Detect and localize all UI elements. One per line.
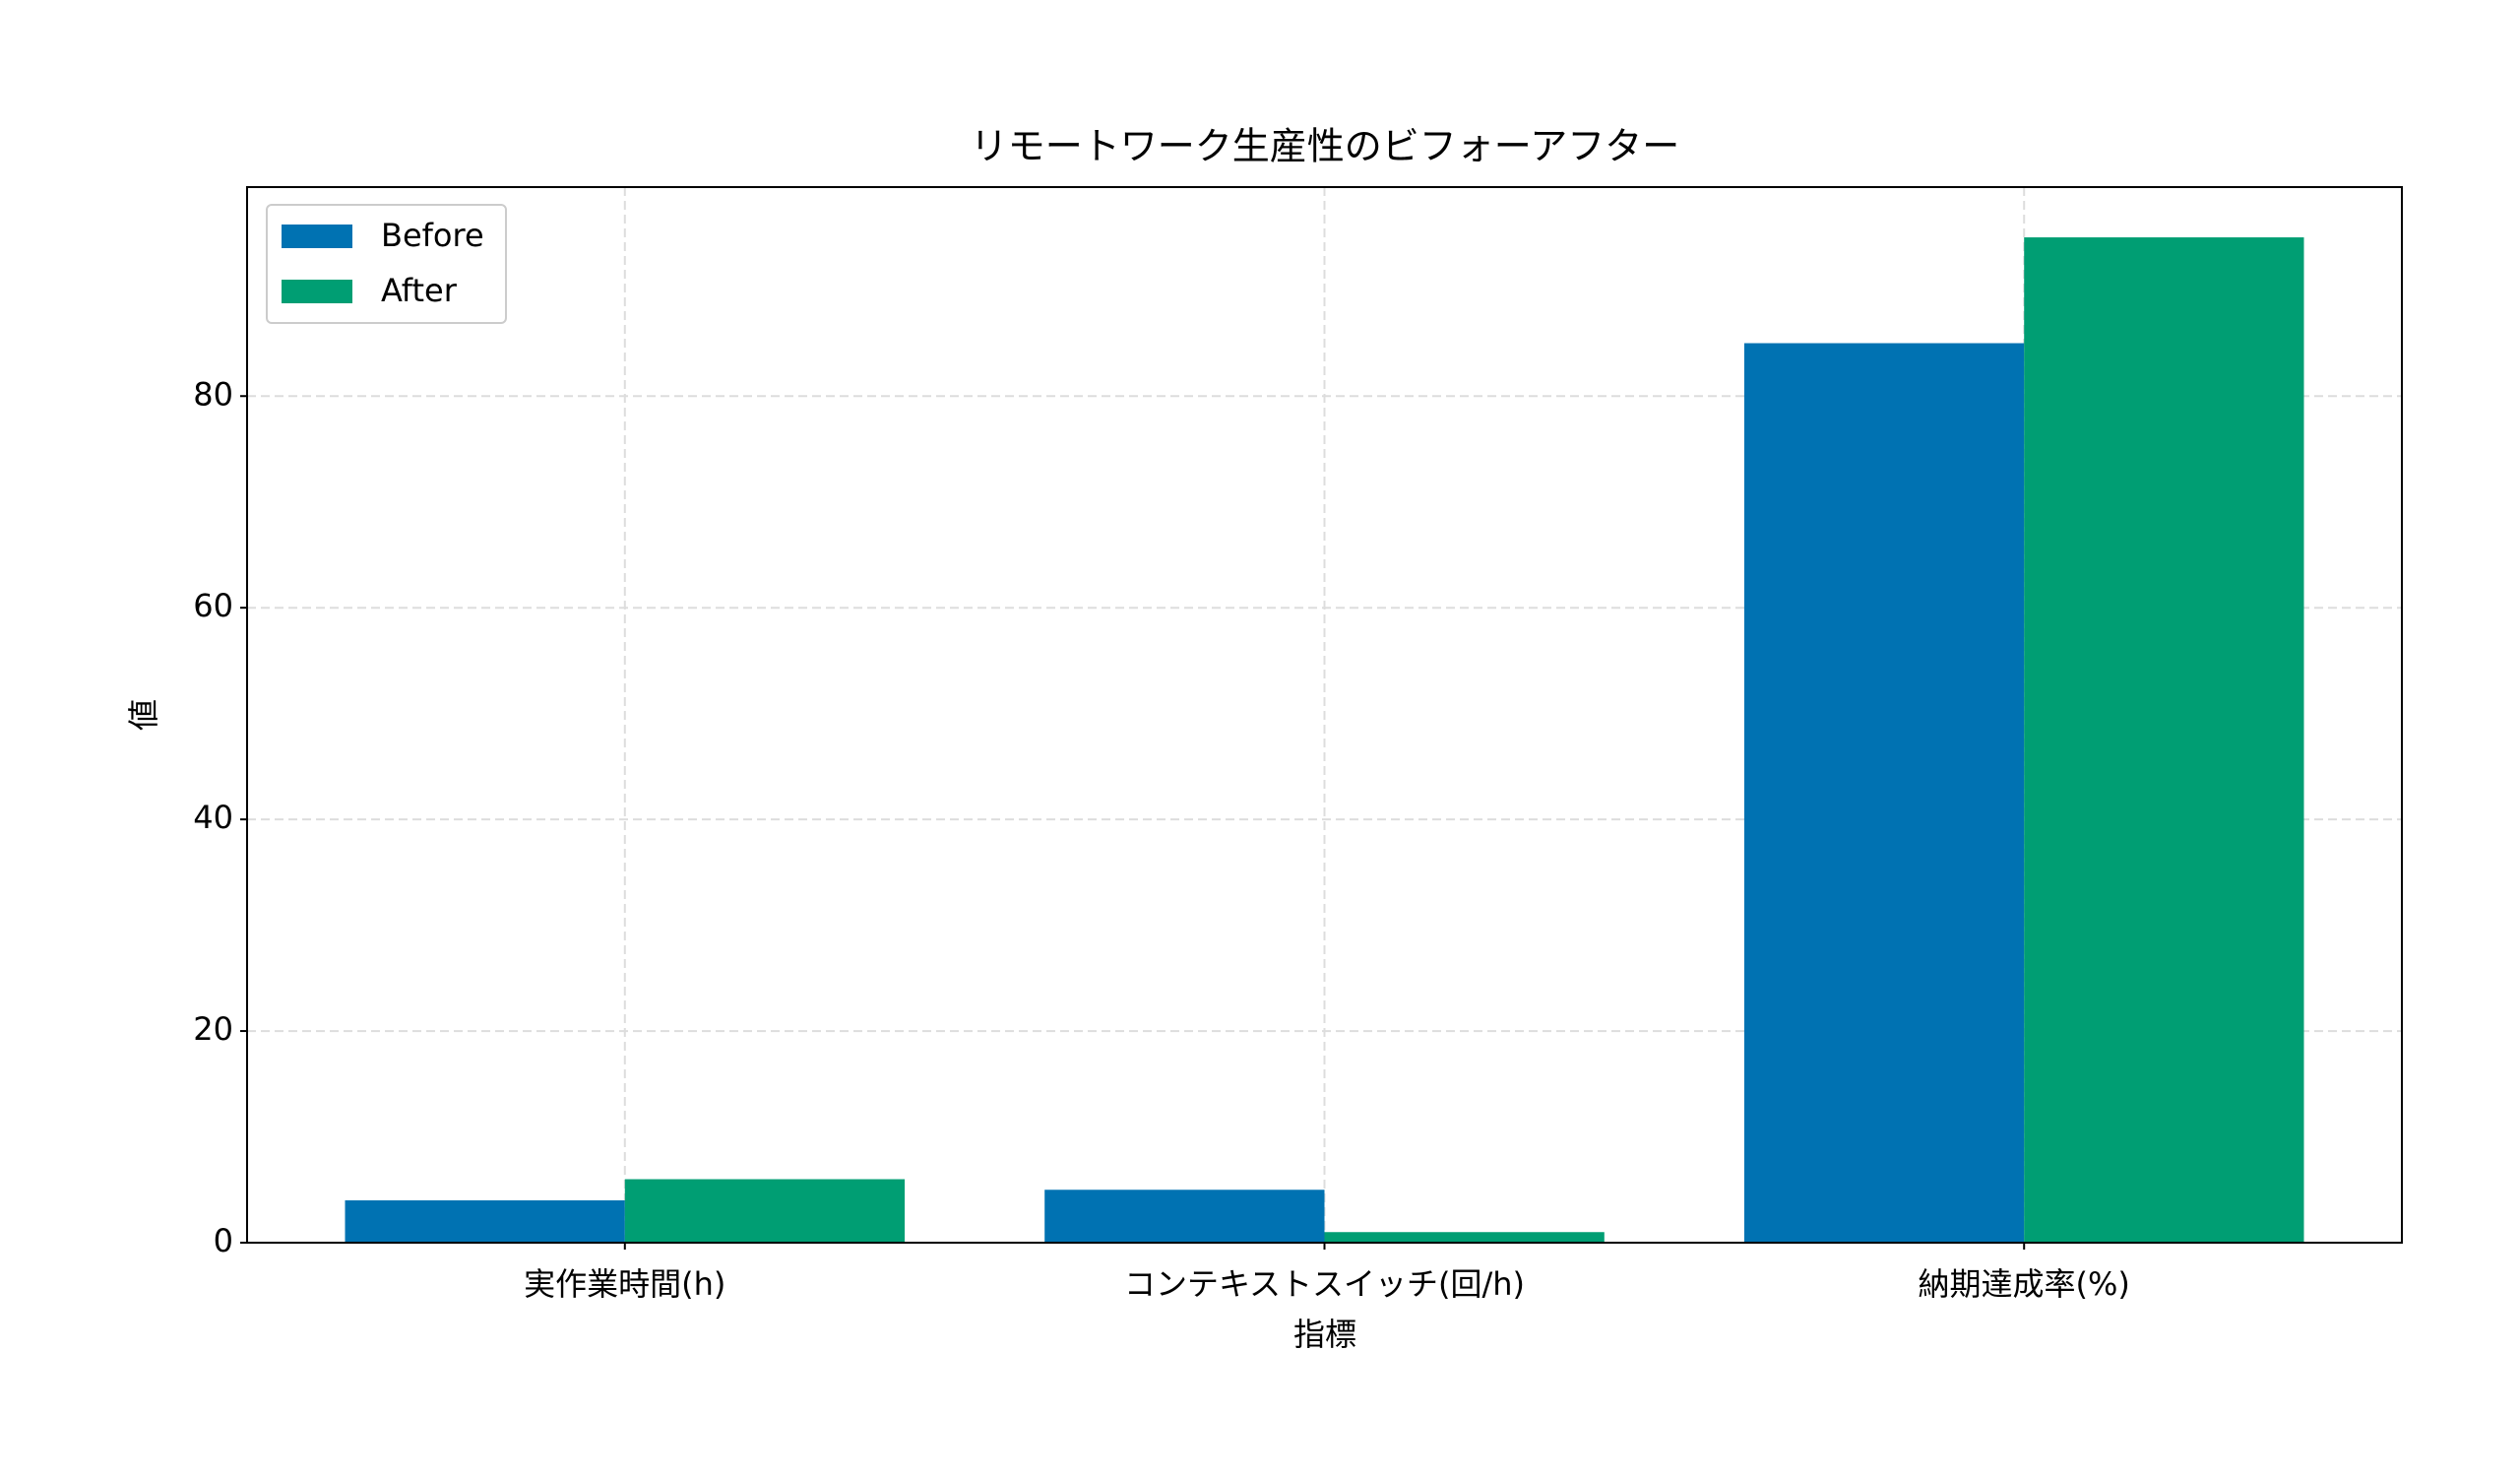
x-tick-label: 実作業時間(h) xyxy=(524,1265,725,1303)
legend-swatch xyxy=(282,225,352,248)
chart-title: リモートワーク生産性のビフォーアフター xyxy=(971,125,1679,168)
bar xyxy=(1743,343,2025,1243)
y-tick-label: 60 xyxy=(193,587,233,624)
y-tick-label: 80 xyxy=(193,375,233,413)
x-tick-label: 納期達成率(%) xyxy=(1919,1265,2130,1303)
legend-swatch xyxy=(282,280,352,303)
x-axis-label: 指標 xyxy=(1293,1316,1356,1353)
y-tick-label: 40 xyxy=(193,799,233,836)
plot-frame xyxy=(246,186,2403,1244)
bar xyxy=(1324,1232,1605,1243)
legend-label: After xyxy=(381,272,458,309)
bar xyxy=(1044,1190,1325,1243)
bar xyxy=(624,1179,906,1243)
x-tick-label: コンテキストスイッチ(回/h) xyxy=(1124,1265,1525,1303)
y-tick-label: 0 xyxy=(214,1222,233,1259)
legend-label: Before xyxy=(381,217,484,254)
bar xyxy=(2024,237,2304,1244)
bar xyxy=(345,1200,625,1243)
y-axis-label: 値 xyxy=(125,699,162,731)
y-tick-label: 20 xyxy=(193,1010,233,1048)
